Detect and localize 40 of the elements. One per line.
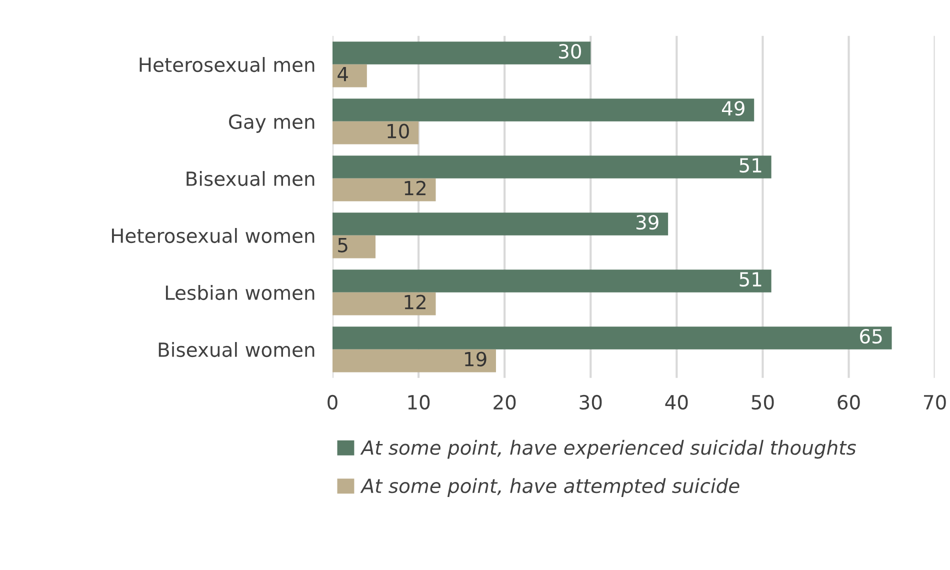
y-tick-label: Heterosexual women [112,228,314,244]
data-label: 65 [860,328,882,344]
y-tick-label: Bisexual men [186,171,314,186]
y-tick-label: Heterosexual men [140,57,314,72]
x-tick-label: 20 [494,394,516,410]
x-tick-label: 60 [838,394,860,410]
data-label: 51 [740,272,762,287]
data-label: 39 [636,214,658,230]
bar [332,349,496,372]
legend-label: At some point, have experienced suicidal thoughts [360,440,856,459]
data-label: 12 [404,180,426,196]
data-label: 49 [722,100,744,116]
x-tick-label: 30 [580,394,602,410]
bar [332,326,892,350]
data-label: 51 [740,158,762,173]
x-tick-label: 50 [752,394,774,410]
bar [332,98,754,122]
bar [332,156,772,178]
data-label: 10 [388,124,409,138]
y-tick-label: Lesbian women [166,285,314,300]
data-label: 12 [404,294,426,310]
bar [332,212,668,236]
x-tick-label: 70 [924,394,946,410]
data-label: 30 [559,44,582,59]
bar [332,292,436,316]
y-tick-label: Gay men [229,114,314,133]
x-tick-label: 0 [328,394,338,410]
bar [332,270,772,292]
data-label: 5 [338,238,348,252]
bar [332,178,436,202]
bar [332,235,376,258]
legend-label: At some point, have attempted suicide [360,478,740,497]
bar [332,64,367,88]
y-tick-label: Bisexual women [158,342,314,358]
data-label: 4 [338,67,348,82]
x-tick-label: 40 [665,394,688,410]
bar [332,121,419,144]
data-label: 19 [465,352,486,366]
x-tick-label: 10 [408,394,430,410]
bar [332,42,591,64]
